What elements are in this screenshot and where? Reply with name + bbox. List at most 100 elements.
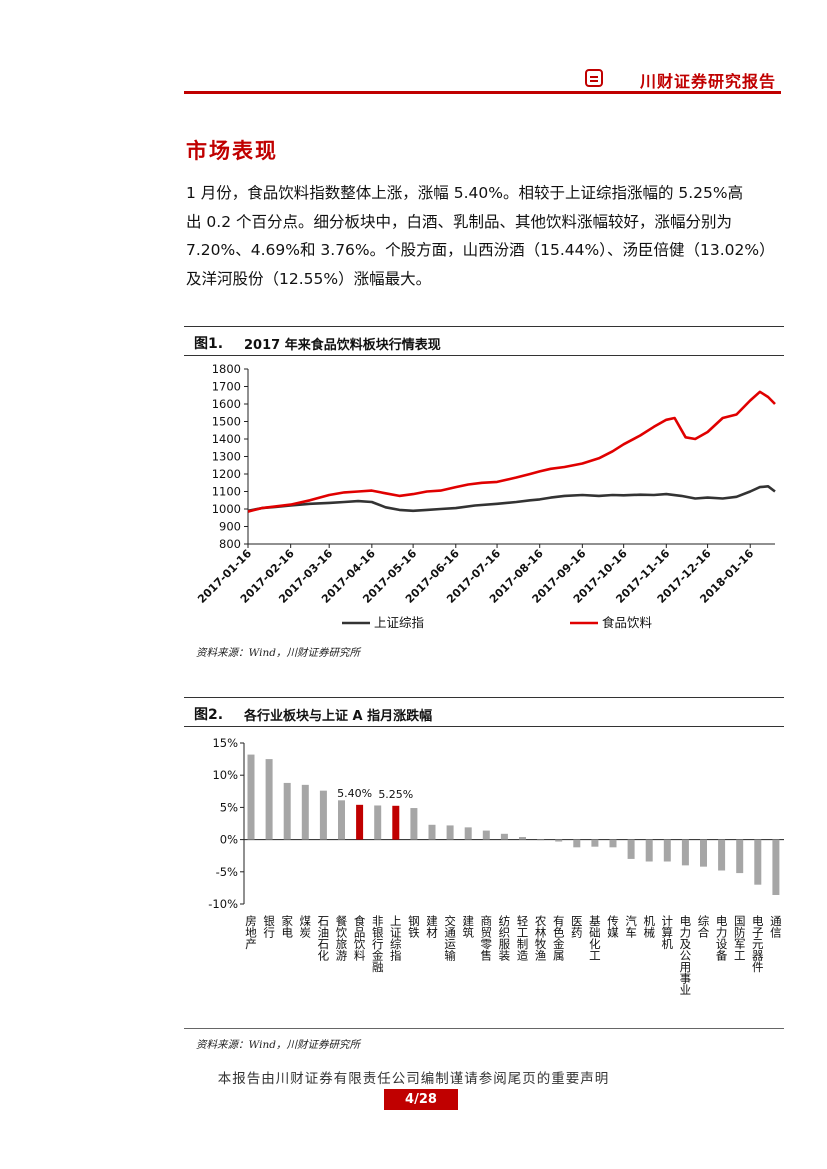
bar xyxy=(573,839,581,848)
bar xyxy=(736,839,744,874)
bar xyxy=(627,839,635,859)
y-tick-label: 0% xyxy=(220,833,238,847)
bar xyxy=(681,839,689,866)
figure1-number: 图1. xyxy=(194,336,224,352)
figure2-caption: 各行业板块与上证 A 指月涨跌幅 xyxy=(244,709,433,724)
y-tick-label: 1300 xyxy=(212,450,241,464)
y-tick-label: 15% xyxy=(212,736,238,750)
y-tick-label: -5% xyxy=(216,865,238,879)
category-label: 机械 xyxy=(642,914,656,939)
figure2-header: 图2. 各行业板块与上证 A 指月涨跌幅 xyxy=(184,697,784,727)
bar xyxy=(555,839,563,842)
y-tick-label: 1400 xyxy=(212,432,241,446)
section-title: 市场表现 xyxy=(186,138,278,163)
figure2-separator xyxy=(184,1028,784,1029)
bar xyxy=(700,839,707,867)
category-label: 基础化工 xyxy=(588,915,602,961)
bar xyxy=(718,839,726,871)
category-label: 房地产 xyxy=(244,915,258,950)
paragraph-line: 1 月份，食品饮料指数整体上涨，涨幅 5.40%。相较于上证综指涨幅的 5.25… xyxy=(186,184,744,202)
bar xyxy=(410,808,418,840)
body-paragraph: 1 月份，食品饮料指数整体上涨，涨幅 5.40%。相较于上证综指涨幅的 5.25… xyxy=(186,179,782,293)
bar xyxy=(283,782,291,840)
series-line-food-beverage xyxy=(247,390,776,513)
line-chart: 800 900 1000 1100 1200 1300 1400 1500 1600 1700 18… xyxy=(195,362,776,630)
series-line-shanghai xyxy=(247,485,776,513)
bar xyxy=(247,754,255,840)
category-label: 有色金属 xyxy=(552,914,566,962)
category-label: 综合 xyxy=(697,914,711,938)
bar xyxy=(392,805,400,840)
page-number: 4/28 xyxy=(384,1089,458,1110)
y-tick-label: 800 xyxy=(219,537,241,551)
y-tick-label: 1600 xyxy=(212,397,241,411)
paragraph-line: 出 0.2 个百分点。细分板块中，白酒、乳制品、其他饮料涨幅较好，涨幅分别为 xyxy=(186,212,733,231)
bar xyxy=(356,804,364,840)
bar xyxy=(319,790,327,840)
bar xyxy=(537,839,545,841)
y-tick-label: 900 xyxy=(219,520,241,534)
category-label: 食品饮料 xyxy=(353,914,367,962)
header-rule xyxy=(184,91,781,94)
bar xyxy=(374,805,382,840)
bar xyxy=(338,800,345,840)
category-label: 非银行金融 xyxy=(371,915,385,973)
category-label: 纺织服装 xyxy=(497,914,511,962)
category-label: 交通运输 xyxy=(443,914,457,962)
category-label: 商贸零售 xyxy=(479,914,493,962)
bar xyxy=(591,839,599,847)
legend-label: 食品饮料 xyxy=(602,615,653,630)
bar xyxy=(609,839,617,848)
y-tick-label: 1500 xyxy=(212,415,241,429)
category-label: 传媒 xyxy=(606,914,620,939)
y-tick-label: 1000 xyxy=(212,502,241,516)
category-label: 钢铁 xyxy=(407,915,421,938)
category-label: 医药 xyxy=(570,915,584,939)
category-label: 建材 xyxy=(425,914,439,938)
category-label: 餐饮旅游 xyxy=(335,914,349,961)
figure1-source: 资料来源：Wind，川财证券研究所 xyxy=(196,647,360,659)
category-label: 上证综指 xyxy=(389,915,403,962)
data-label: 5.40% xyxy=(337,787,372,800)
paragraph-line: 及洋河股份（12.55%）涨幅最大。 xyxy=(186,269,432,288)
paragraph-line: 7.20%、4.69%和 3.76%。个股方面，山西汾酒（15.44%）、汤臣倍… xyxy=(186,241,775,259)
category-label: 农林牧渔 xyxy=(534,914,548,962)
category-label: 电力设备 xyxy=(715,915,729,962)
bar xyxy=(301,784,309,840)
category-label: 汽车 xyxy=(624,914,638,939)
bar xyxy=(772,839,780,895)
bar xyxy=(754,839,762,885)
figure1-caption: 2017 年来食品饮料板块行情表现 xyxy=(244,338,441,353)
category-label: 计算机 xyxy=(660,915,674,950)
category-label: 通信 xyxy=(769,915,783,939)
y-tick-label: 1800 xyxy=(212,362,241,376)
category-label: 电子元器件 xyxy=(751,915,765,973)
legend-label: 上证综指 xyxy=(374,615,424,630)
figure1-header: 图1. 2017 年来食品饮料板块行情表现 xyxy=(184,326,784,356)
bar xyxy=(663,839,671,862)
logo-icon xyxy=(585,69,603,87)
bar xyxy=(428,824,436,840)
bar xyxy=(519,837,526,840)
category-label: 家电 xyxy=(280,914,294,938)
category-label: 轻工制造 xyxy=(516,914,530,961)
bar xyxy=(446,825,454,840)
bar xyxy=(500,833,508,840)
y-tick-label: 1100 xyxy=(212,485,241,499)
figure2-number: 图2. xyxy=(194,707,224,723)
category-label: 电力及公用事业 xyxy=(678,915,692,996)
y-tick-label: 1200 xyxy=(212,467,241,481)
category-label: 建筑 xyxy=(461,914,475,938)
bar xyxy=(265,759,273,840)
header-title: 川财证券研究报告 xyxy=(640,72,777,91)
figure2-source: 资料来源：Wind，川财证券研究所 xyxy=(196,1039,360,1051)
bar xyxy=(464,827,472,840)
category-label: 银行 xyxy=(262,914,276,939)
data-label: 5.25% xyxy=(378,788,413,801)
category-label: 石油石化 xyxy=(316,915,330,962)
category-label: 煤炭 xyxy=(298,915,312,939)
category-label: 国防军工 xyxy=(733,915,747,961)
bar xyxy=(482,830,490,840)
bar xyxy=(645,839,653,862)
y-tick-label: 5% xyxy=(220,800,238,814)
